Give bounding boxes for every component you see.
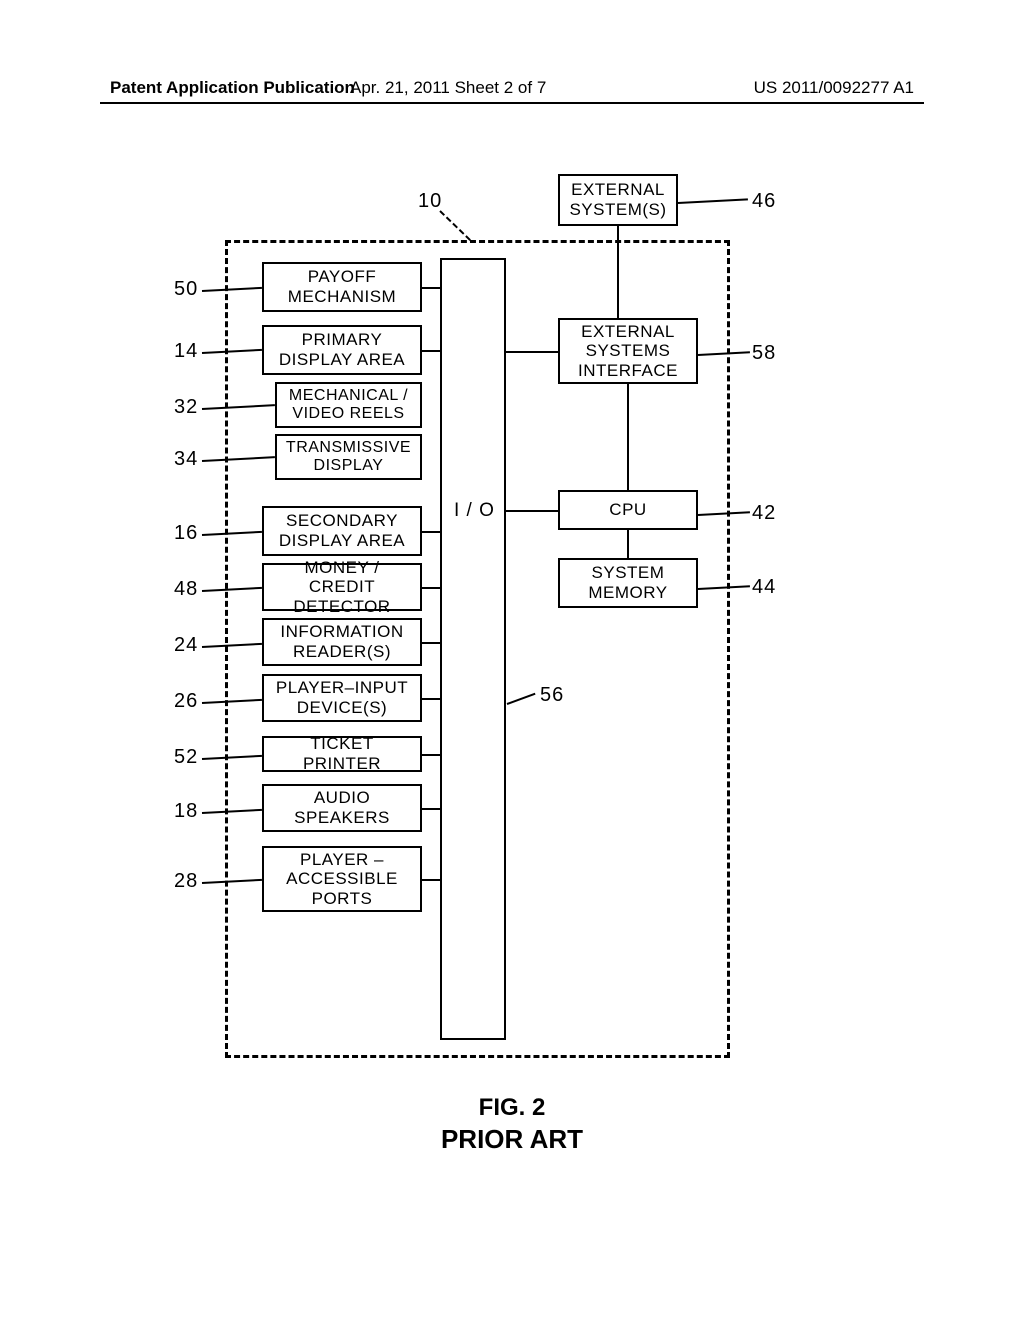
label-transmissive: TRANSMISSIVEDISPLAY <box>286 439 411 476</box>
label-cpu: CPU <box>609 500 646 520</box>
conn-player-input <box>422 698 440 700</box>
label-ticket-printer: TICKET PRINTER <box>270 734 414 773</box>
label-secondary-display: SECONDARYDISPLAY AREA <box>279 511 405 550</box>
ref-28: 28 <box>174 870 198 893</box>
ref-34: 34 <box>174 448 198 471</box>
box-player-ports: PLAYER –ACCESSIBLEPORTS <box>262 846 422 912</box>
box-ext-sys-iface: EXTERNALSYSTEMSINTERFACE <box>558 318 698 384</box>
io-label: I / O <box>454 500 495 522</box>
label-ext-sys-iface: EXTERNALSYSTEMSINTERFACE <box>578 322 678 381</box>
conn-info-readers <box>422 642 440 644</box>
ref-10: 10 <box>418 190 442 213</box>
label-external-systems: EXTERNALSYSTEM(S) <box>569 180 666 219</box>
conn-player-ports <box>422 879 440 881</box>
ref-32: 32 <box>174 396 198 419</box>
label-audio: AUDIOSPEAKERS <box>294 788 390 827</box>
conn-ticket-printer <box>422 754 440 756</box>
box-ticket-printer: TICKET PRINTER <box>262 736 422 772</box>
ref-58: 58 <box>752 342 776 365</box>
prior-art-label: PRIOR ART <box>0 1124 1024 1155</box>
ref-16: 16 <box>174 522 198 545</box>
ref-26: 26 <box>174 690 198 713</box>
ref-48: 48 <box>174 578 198 601</box>
header-right: US 2011/0092277 A1 <box>754 78 914 98</box>
ref-44: 44 <box>752 576 776 599</box>
header-mid: Apr. 21, 2011 Sheet 2 of 7 <box>350 78 546 98</box>
conn-cpu <box>506 510 558 512</box>
conn-audio <box>422 808 440 810</box>
label-payoff: PAYOFFMECHANISM <box>288 267 396 306</box>
label-player-ports: PLAYER –ACCESSIBLEPORTS <box>286 850 398 909</box>
label-sys-mem: SYSTEMMEMORY <box>588 563 667 602</box>
conn-primary-display <box>422 350 440 352</box>
ref-18: 18 <box>174 800 198 823</box>
ref-14: 14 <box>174 340 198 363</box>
conn-payoff <box>422 287 440 289</box>
header-left: Patent Application Publication <box>110 78 355 98</box>
ref-50: 50 <box>174 278 198 301</box>
label-mech-video: MECHANICAL /VIDEO REELS <box>289 387 408 424</box>
box-player-input: PLAYER–INPUTDEVICE(S) <box>262 674 422 722</box>
ref-46: 46 <box>752 190 776 213</box>
ref-42: 42 <box>752 502 776 525</box>
box-cpu: CPU <box>558 490 698 530</box>
box-sys-mem: SYSTEMMEMORY <box>558 558 698 608</box>
box-mech-video: MECHANICAL /VIDEO REELS <box>275 382 422 428</box>
box-primary-display: PRIMARYDISPLAY AREA <box>262 325 422 375</box>
box-secondary-display: SECONDARYDISPLAY AREA <box>262 506 422 556</box>
diagram-canvas: EXTERNALSYSTEM(S) 10 I / O PAYOFFMECHANI… <box>0 150 1024 1050</box>
label-money-credit: MONEY / CREDITDETECTOR <box>270 558 414 617</box>
conn-ext-sys-iface <box>506 351 558 353</box>
line-cpu-mem <box>627 530 629 558</box>
box-external-systems: EXTERNALSYSTEM(S) <box>558 174 678 226</box>
box-audio: AUDIOSPEAKERS <box>262 784 422 832</box>
ref-24: 24 <box>174 634 198 657</box>
box-io <box>440 258 506 1040</box>
ref-56: 56 <box>540 684 564 707</box>
label-primary-display: PRIMARYDISPLAY AREA <box>279 330 405 369</box>
header-rule <box>100 102 924 104</box>
box-payoff: PAYOFFMECHANISM <box>262 262 422 312</box>
figure-number: FIG. 2 <box>0 1094 1024 1122</box>
label-info-readers: INFORMATIONREADER(S) <box>280 622 403 661</box>
leader-10 <box>439 210 471 241</box>
conn-money-credit <box>422 587 440 589</box>
conn-secondary-display <box>422 531 440 533</box>
line-cpu-esi <box>627 384 629 490</box>
box-info-readers: INFORMATIONREADER(S) <box>262 618 422 666</box>
ref-52: 52 <box>174 746 198 769</box>
box-money-credit: MONEY / CREDITDETECTOR <box>262 563 422 611</box>
box-transmissive: TRANSMISSIVEDISPLAY <box>275 434 422 480</box>
leader-46 <box>678 198 748 204</box>
label-player-input: PLAYER–INPUTDEVICE(S) <box>276 678 408 717</box>
